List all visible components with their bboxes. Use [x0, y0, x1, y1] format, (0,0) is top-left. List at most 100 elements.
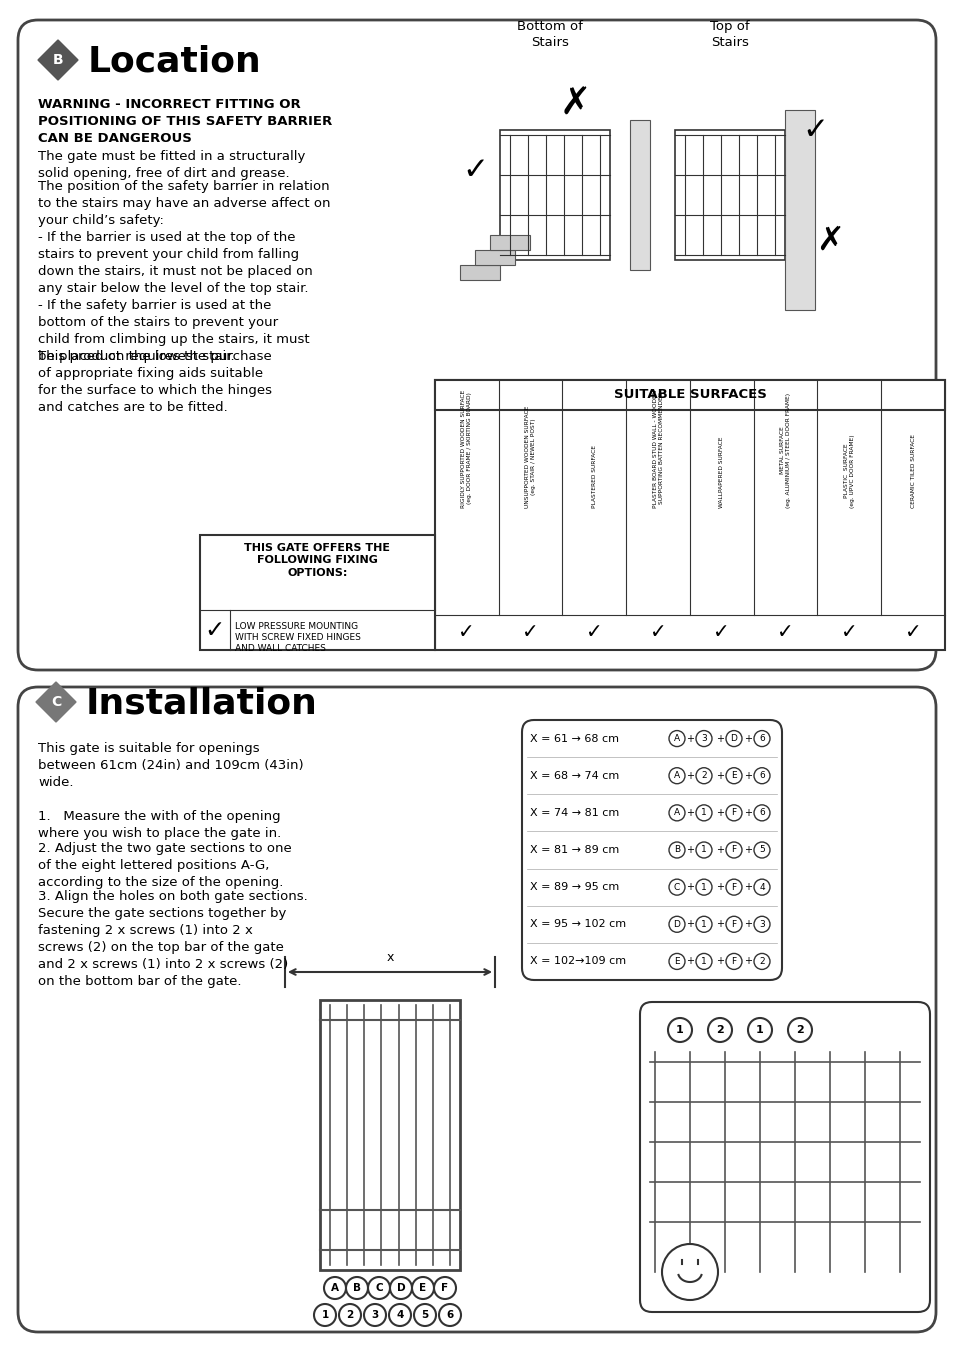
Text: ✗: ✗ — [815, 224, 843, 256]
Text: 6: 6 — [759, 771, 764, 780]
Text: 1: 1 — [700, 845, 706, 855]
Polygon shape — [38, 40, 78, 80]
Text: 4: 4 — [759, 883, 764, 891]
Circle shape — [414, 1304, 436, 1326]
Text: ✓: ✓ — [461, 155, 488, 185]
Text: X = 102→109 cm: X = 102→109 cm — [530, 956, 625, 967]
Text: ✓: ✓ — [713, 622, 729, 641]
Text: +: + — [716, 882, 723, 892]
Text: ✓: ✓ — [841, 622, 857, 641]
Text: B: B — [52, 53, 63, 68]
Text: X = 61 → 68 cm: X = 61 → 68 cm — [530, 733, 618, 744]
Text: X = 95 → 102 cm: X = 95 → 102 cm — [530, 919, 625, 929]
Text: 1.   Measure the with of the opening
where you wish to place the gate in.: 1. Measure the with of the opening where… — [38, 810, 281, 840]
Text: +: + — [743, 956, 751, 967]
Circle shape — [725, 805, 741, 821]
Circle shape — [338, 1304, 360, 1326]
Circle shape — [668, 953, 684, 969]
Text: +: + — [743, 771, 751, 780]
Circle shape — [753, 730, 769, 747]
Text: This product requires the purchase
of appropriate fixing aids suitable
for the s: This product requires the purchase of ap… — [38, 350, 272, 414]
Text: METAL SURFACE
(eg. ALUMINIUM / STEEL DOOR FRAME): METAL SURFACE (eg. ALUMINIUM / STEEL DOO… — [780, 393, 790, 508]
Text: 2: 2 — [759, 957, 764, 967]
Circle shape — [753, 768, 769, 784]
Text: A: A — [331, 1282, 338, 1293]
Text: 2: 2 — [700, 771, 706, 780]
Bar — [629, 120, 649, 270]
Circle shape — [324, 1277, 346, 1299]
Circle shape — [707, 1018, 731, 1042]
Circle shape — [668, 842, 684, 859]
Circle shape — [725, 768, 741, 784]
Text: +: + — [716, 845, 723, 855]
Text: X = 89 → 95 cm: X = 89 → 95 cm — [530, 882, 618, 892]
Circle shape — [368, 1277, 390, 1299]
Text: C: C — [51, 695, 61, 709]
Circle shape — [696, 805, 711, 821]
Text: 1: 1 — [756, 1025, 763, 1035]
Text: SUITABLE SURFACES: SUITABLE SURFACES — [613, 389, 765, 401]
Text: +: + — [716, 771, 723, 780]
Bar — [435, 379, 944, 410]
Circle shape — [696, 842, 711, 859]
Circle shape — [753, 917, 769, 933]
FancyBboxPatch shape — [639, 1002, 929, 1312]
Text: 2: 2 — [796, 1025, 803, 1035]
Text: +: + — [743, 882, 751, 892]
Text: E: E — [730, 771, 736, 780]
Circle shape — [753, 805, 769, 821]
Text: +: + — [743, 845, 751, 855]
Text: The position of the safety barrier in relation
to the stairs may have an adverse: The position of the safety barrier in re… — [38, 180, 330, 363]
Circle shape — [696, 953, 711, 969]
Text: F: F — [731, 845, 736, 855]
Text: D: D — [673, 919, 679, 929]
Circle shape — [725, 917, 741, 933]
Text: +: + — [716, 807, 723, 818]
Circle shape — [725, 953, 741, 969]
Text: +: + — [685, 771, 693, 780]
Circle shape — [668, 730, 684, 747]
FancyBboxPatch shape — [521, 720, 781, 980]
Text: CERAMIC TILED SURFACE: CERAMIC TILED SURFACE — [910, 433, 915, 508]
Circle shape — [434, 1277, 456, 1299]
Text: +: + — [743, 733, 751, 744]
Circle shape — [668, 917, 684, 933]
Text: C: C — [673, 883, 679, 891]
Bar — [490, 235, 530, 250]
Text: ✓: ✓ — [521, 622, 538, 641]
Text: 2: 2 — [716, 1025, 723, 1035]
Text: D: D — [396, 1282, 405, 1293]
Bar — [200, 535, 435, 649]
Circle shape — [696, 768, 711, 784]
Circle shape — [725, 730, 741, 747]
Text: RIGIDLY SUPPORTED WOODEN SURFACE
(eg. DOOR FRAME / SKIRTING BOARD): RIGIDLY SUPPORTED WOODEN SURFACE (eg. DO… — [461, 389, 472, 508]
Text: +: + — [685, 733, 693, 744]
Text: 5: 5 — [759, 845, 764, 855]
Text: +: + — [685, 882, 693, 892]
Text: +: + — [685, 956, 693, 967]
Text: 1: 1 — [321, 1310, 328, 1320]
Circle shape — [667, 1018, 691, 1042]
Text: This gate is suitable for openings
between 61cm (24in) and 109cm (43in)
wide.: This gate is suitable for openings betwe… — [38, 743, 303, 788]
Text: 1: 1 — [700, 957, 706, 967]
FancyBboxPatch shape — [18, 20, 935, 670]
Circle shape — [787, 1018, 811, 1042]
Text: F: F — [731, 919, 736, 929]
Text: Top of
Stairs: Top of Stairs — [709, 20, 749, 49]
Text: +: + — [743, 919, 751, 929]
Circle shape — [314, 1304, 335, 1326]
Text: B: B — [353, 1282, 360, 1293]
Text: 3. Align the holes on both gate sections.
Secure the gate sections together by
f: 3. Align the holes on both gate sections… — [38, 890, 308, 988]
Text: +: + — [716, 956, 723, 967]
Text: 3: 3 — [371, 1310, 378, 1320]
Text: WALLPAPERED SURFACE: WALLPAPERED SURFACE — [719, 436, 723, 508]
Text: ✓: ✓ — [205, 618, 225, 643]
Circle shape — [364, 1304, 386, 1326]
Bar — [459, 265, 499, 279]
Circle shape — [668, 805, 684, 821]
Text: B: B — [673, 845, 679, 855]
Text: F: F — [441, 1282, 448, 1293]
Text: Installation: Installation — [86, 687, 317, 721]
Text: E: E — [674, 957, 679, 967]
Circle shape — [668, 879, 684, 895]
